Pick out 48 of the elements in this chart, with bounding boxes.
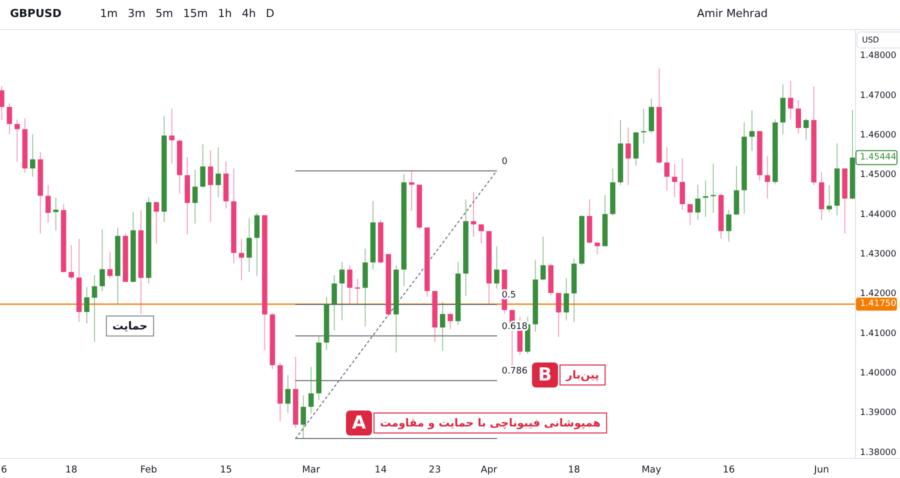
xtick-label: 18 [65, 464, 78, 476]
xtick-label: 14 [374, 464, 387, 476]
xtick-label: Feb [140, 464, 158, 476]
toolbar-item: Amir Mehrad [697, 7, 768, 20]
annotation: B [538, 364, 552, 386]
toolbar-item: 3m [128, 7, 146, 20]
ytick-label: 1.46000 [860, 130, 896, 141]
series-name: 0 [502, 156, 508, 167]
ytick-label: 1.40000 [860, 368, 896, 378]
ylabel: USD [862, 36, 880, 44]
xtick-label: 15 [220, 464, 232, 476]
ref-label: 1.41750 [860, 299, 896, 310]
annotation: همپوشانی فیبوناچی با حمایت و مقاومت [380, 416, 601, 430]
xtick-label: May [642, 464, 662, 476]
toolbar-item: 4h [242, 7, 256, 20]
ytick-label: 1.45000 [860, 170, 896, 180]
note-badge: A [346, 410, 372, 436]
annotation: پین‌بار [565, 368, 600, 382]
xtick-label: 16 [722, 464, 735, 476]
ytick-label: 1.42000 [860, 289, 896, 300]
toolbar-item: 5m [155, 7, 174, 20]
toolbar-item: 15m [183, 7, 208, 20]
ytick-label: 1.44000 [860, 210, 896, 220]
annotation: حمایت [112, 320, 148, 332]
series-name: 0.786 [502, 366, 528, 377]
xtick-label: 6 [1, 464, 8, 476]
toolbar-item: 1m [100, 7, 118, 20]
xtick-label: 23 [428, 464, 441, 476]
ytick-label: 1.39000 [860, 408, 896, 418]
ytick-label: 1.38000 [860, 448, 896, 458]
xtick-label: Jun [814, 464, 829, 476]
annotation: A [352, 412, 366, 434]
note: پین‌بار [560, 364, 606, 386]
xtick-label: Mar [302, 464, 320, 476]
ytick-label: 1.47000 [860, 90, 896, 101]
ytick-label: 1.41000 [860, 328, 896, 339]
price-tag: 1.45444 [856, 150, 898, 166]
toolbar-item: D [266, 7, 274, 20]
xtick-label: 18 [568, 464, 580, 476]
note-badge: B [532, 362, 558, 388]
toolbar-item: 1h [218, 7, 232, 20]
annotation: 1.45444 [860, 152, 897, 163]
note: حمایت [106, 316, 154, 336]
ytick-label: 1.48000 [860, 51, 896, 62]
title: GBPUSD [10, 7, 62, 20]
xtick-label: Apr [480, 464, 498, 476]
ytick-label: 1.43000 [860, 250, 896, 260]
note: همپوشانی فیبوناچی با حمایت و مقاومت [374, 412, 608, 434]
